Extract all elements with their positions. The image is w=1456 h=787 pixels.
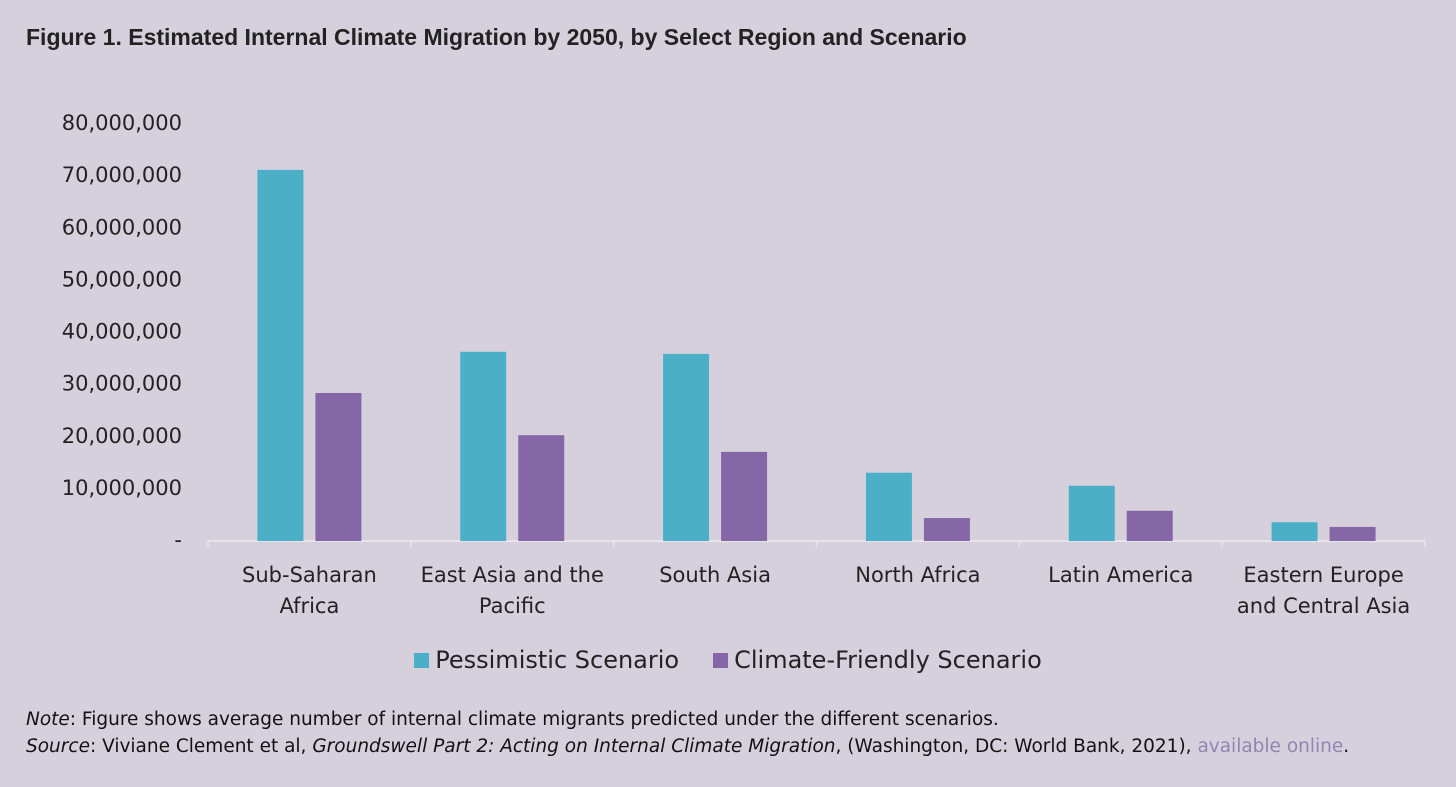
y-tick-label: 40,000,000 — [62, 320, 182, 344]
y-tick-label: 30,000,000 — [62, 372, 182, 396]
bar — [1271, 522, 1318, 541]
source-text: : Viviane Clement et al, — [89, 736, 313, 757]
bar — [1126, 510, 1173, 541]
note-label: Note — [26, 709, 70, 730]
source-link[interactable]: available online — [1197, 736, 1344, 757]
bar — [1068, 485, 1115, 541]
x-tick-label: Eastern Europe and Central Asia — [1236, 563, 1411, 618]
bar — [865, 472, 912, 541]
source-label: Source — [26, 736, 90, 757]
y-tick-label: 20,000,000 — [62, 424, 182, 448]
legend-swatch — [713, 652, 729, 668]
bar — [518, 435, 565, 541]
legend-item: Climate-Friendly Scenario — [713, 646, 1042, 674]
y-tick-label: 60,000,000 — [62, 215, 182, 239]
bar — [663, 353, 710, 541]
y-tick-label: 70,000,000 — [62, 163, 182, 187]
bar — [315, 392, 362, 541]
chart-title: Figure 1. Estimated Internal Climate Mig… — [26, 24, 967, 50]
bar — [257, 169, 304, 541]
note: Note: Figure shows average number of int… — [26, 706, 1349, 733]
bar — [460, 351, 507, 541]
legend-label: Pessimistic Scenario — [435, 646, 680, 674]
source-title: Groundswell Part 2: Acting on Internal C… — [312, 736, 836, 757]
source-end: . — [1343, 736, 1350, 757]
legend-swatch — [414, 652, 430, 668]
bar — [721, 451, 768, 541]
x-tick-label: North Africa — [855, 563, 981, 587]
y-tick-label: - — [174, 528, 182, 552]
legend: Pessimistic Scenario Climate-Friendly Sce… — [0, 646, 1456, 674]
note-text: : Figure shows average number of interna… — [69, 709, 999, 730]
x-tick-label: South Asia — [659, 563, 771, 587]
legend-label: Climate-Friendly Scenario — [734, 646, 1042, 674]
legend-item: Pessimistic Scenario — [414, 646, 679, 674]
source: Source: Viviane Clement et al, Groundswe… — [26, 733, 1349, 760]
y-tick-label: 80,000,000 — [62, 111, 182, 135]
y-tick-label: 10,000,000 — [62, 476, 182, 500]
bar — [1329, 526, 1376, 541]
y-tick-label: 50,000,000 — [62, 267, 182, 291]
x-tick-label: Latin America — [1048, 563, 1194, 587]
x-tick-label: East Asia and the Pacific — [420, 563, 604, 618]
footer: Note: Figure shows average number of int… — [26, 706, 1349, 760]
source-text: , (Washington, DC: World Bank, 2021), — [835, 736, 1198, 757]
bar — [923, 518, 970, 541]
x-tick-label: Sub-Saharan Africa — [242, 563, 377, 618]
